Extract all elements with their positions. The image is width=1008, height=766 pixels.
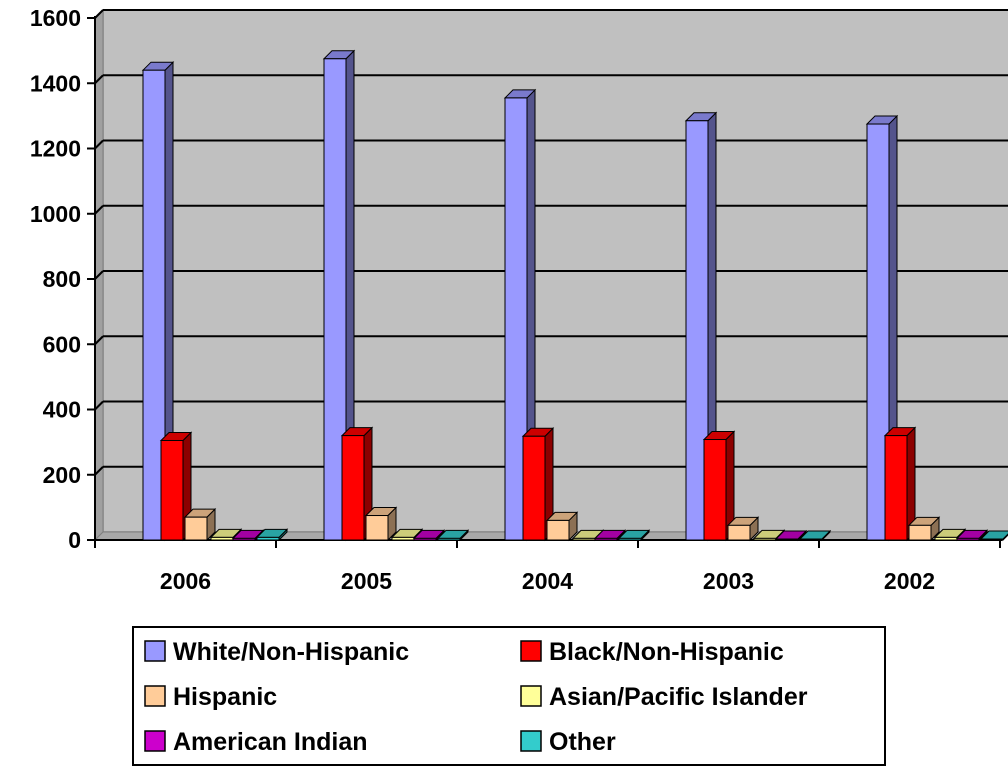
y-tick-label-800: 800 bbox=[43, 266, 81, 292]
bar-front bbox=[437, 537, 461, 541]
legend-swatch bbox=[520, 685, 542, 707]
bar-front bbox=[522, 435, 546, 541]
gridline-diag-1400 bbox=[94, 74, 104, 84]
bar-2006-White/Non-Hispanic bbox=[141, 60, 175, 542]
bar-front bbox=[184, 516, 208, 541]
bar-2004-White/Non-Hispanic bbox=[503, 88, 537, 542]
y-tick-label-1600: 1600 bbox=[30, 5, 81, 31]
bar-2006-Other bbox=[255, 528, 289, 542]
legend-swatch bbox=[520, 730, 542, 752]
legend-label: Other bbox=[549, 728, 616, 756]
bar-front bbox=[618, 537, 642, 541]
legend-swatch bbox=[520, 640, 542, 662]
bar-2002-Other bbox=[979, 530, 1008, 542]
bar-front bbox=[210, 536, 234, 541]
bar-front bbox=[956, 537, 980, 541]
bar-front bbox=[504, 97, 528, 541]
legend-swatch bbox=[144, 730, 166, 752]
y-tick-label-600: 600 bbox=[43, 331, 81, 357]
bar-2003-Black/Non-Hispanic bbox=[702, 430, 736, 542]
gridlines bbox=[94, 9, 1008, 476]
bar-front bbox=[934, 536, 958, 541]
legend-box bbox=[132, 626, 886, 766]
bar-2004-Hispanic bbox=[545, 511, 579, 542]
bar-front bbox=[256, 536, 280, 541]
x-tick-label-2006: 2006 bbox=[160, 568, 211, 594]
legend-item-Asian/Pacific Islander: Asian/Pacific Islander bbox=[520, 683, 808, 711]
legend-label: White/Non-Hispanic bbox=[173, 638, 409, 666]
bar-2004-Other bbox=[617, 529, 651, 542]
bar-2005-Black/Non-Hispanic bbox=[340, 426, 374, 542]
legend-swatch bbox=[144, 640, 166, 662]
gridline-diag-400 bbox=[94, 400, 104, 411]
bar-2005-White/Non-Hispanic bbox=[322, 49, 356, 542]
bar-front bbox=[232, 537, 256, 541]
bar-front bbox=[413, 537, 437, 541]
y-tick-label-0: 0 bbox=[68, 527, 81, 553]
legend-item-Other: Other bbox=[520, 728, 616, 756]
y-axis-tick-labels: 0 200 400 600 800 1000 1200 1400 1600 bbox=[30, 5, 81, 553]
x-tick-label-2004: 2004 bbox=[522, 568, 573, 594]
bar-front bbox=[572, 537, 596, 541]
gridline-diag-1200 bbox=[94, 139, 104, 150]
bar-2002-Black/Non-Hispanic bbox=[883, 426, 917, 542]
bar-front bbox=[546, 519, 570, 541]
bar-front bbox=[160, 439, 184, 541]
bar-2003-Hispanic bbox=[726, 516, 760, 542]
x-tick-label-2005: 2005 bbox=[341, 568, 392, 594]
legend-label: Black/Non-Hispanic bbox=[549, 638, 784, 666]
legend-item-White/Non-Hispanic: White/Non-Hispanic bbox=[144, 638, 409, 666]
x-tick-label-2003: 2003 bbox=[703, 568, 754, 594]
legend: White/Non-Hispanic Black/Non-Hispanic Hisp… bbox=[132, 626, 886, 766]
bar-2002-American Indian bbox=[955, 529, 989, 542]
bar-front bbox=[685, 120, 709, 541]
gridline-diag-600 bbox=[94, 335, 104, 345]
bar-2003-American Indian bbox=[774, 529, 808, 542]
legend-label: Hispanic bbox=[173, 683, 277, 711]
gridline-diag-800 bbox=[94, 270, 104, 280]
bar-front bbox=[775, 538, 799, 541]
legend-item-Hispanic: Hispanic bbox=[144, 683, 277, 711]
bar-front bbox=[703, 439, 727, 541]
bar-front bbox=[594, 537, 618, 541]
bar-front bbox=[142, 69, 166, 541]
bar-2004-American Indian bbox=[593, 529, 627, 542]
bar-front bbox=[341, 435, 365, 541]
bar-front bbox=[866, 123, 890, 541]
legend-item-Black/Non-Hispanic: Black/Non-Hispanic bbox=[520, 638, 784, 666]
bar-front bbox=[908, 524, 932, 541]
bar-2005-Other bbox=[436, 529, 470, 542]
y-tick-label-1400: 1400 bbox=[30, 70, 81, 96]
y-tick-label-200: 200 bbox=[43, 462, 81, 488]
bar-front bbox=[727, 524, 751, 541]
legend-label: Asian/Pacific Islander bbox=[549, 683, 808, 711]
bar-front bbox=[980, 538, 1004, 541]
bar-front bbox=[884, 435, 908, 541]
bar-front bbox=[799, 538, 823, 541]
y-tick-label-1200: 1200 bbox=[30, 136, 81, 162]
y-tick-label-400: 400 bbox=[43, 397, 81, 423]
bar-2004-Black/Non-Hispanic bbox=[521, 427, 555, 542]
gridline-diag-1000 bbox=[94, 205, 104, 215]
bars bbox=[141, 49, 1008, 542]
legend-label: American Indian bbox=[173, 728, 368, 756]
bar-front bbox=[753, 537, 777, 541]
bar-2006-Hispanic bbox=[183, 507, 217, 542]
gridline-diag-1600 bbox=[94, 9, 104, 19]
legend-swatch bbox=[144, 685, 166, 707]
bar-2002-Hispanic bbox=[907, 516, 941, 542]
gridline-diag-200 bbox=[94, 466, 104, 476]
legend-item-American Indian: American Indian bbox=[144, 728, 368, 756]
bar-2003-Other bbox=[798, 529, 832, 542]
y-tick-label-1000: 1000 bbox=[30, 201, 81, 227]
bar-2005-Hispanic bbox=[364, 506, 398, 542]
bar-front bbox=[323, 58, 347, 541]
bar-2005-American Indian bbox=[412, 529, 446, 542]
x-axis-tick-labels: 2006 2005 2004 2003 2002 bbox=[160, 568, 935, 594]
bar-front bbox=[365, 515, 389, 541]
x-tick-label-2002: 2002 bbox=[884, 568, 935, 594]
bar-front bbox=[391, 536, 415, 541]
